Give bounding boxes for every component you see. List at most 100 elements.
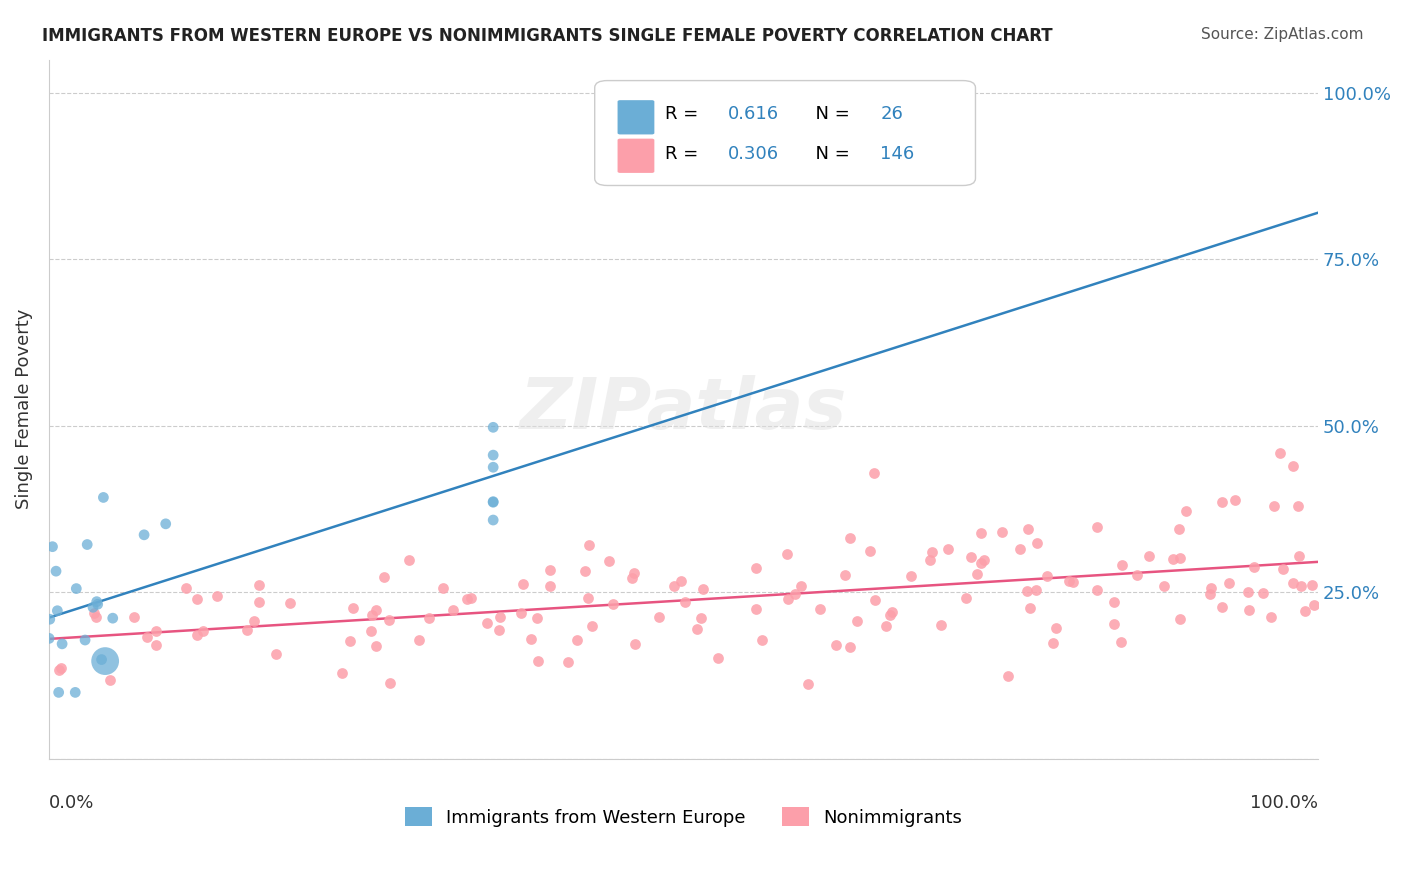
Text: IMMIGRANTS FROM WESTERN EUROPE VS NONIMMIGRANTS SINGLE FEMALE POVERTY CORRELATIO: IMMIGRANTS FROM WESTERN EUROPE VS NONIMM… — [42, 27, 1053, 45]
Point — [966, 566, 988, 581]
Point — [1174, 504, 1197, 518]
Point — [1281, 458, 1303, 473]
Point — [174, 581, 197, 595]
Point — [745, 601, 768, 615]
Point — [456, 591, 478, 606]
Point — [135, 630, 157, 644]
Point — [94, 654, 117, 668]
Point — [1025, 583, 1047, 598]
Point — [366, 602, 388, 616]
Point — [1281, 575, 1303, 590]
Point — [373, 570, 395, 584]
Point — [581, 619, 603, 633]
Point — [488, 624, 510, 638]
Point — [155, 516, 177, 531]
Point — [93, 491, 115, 505]
Point — [1085, 582, 1108, 597]
Point — [834, 568, 856, 582]
Point — [1223, 492, 1246, 507]
Point — [398, 553, 420, 567]
Point — [41, 540, 63, 554]
Point — [361, 608, 384, 623]
Point — [900, 569, 922, 583]
Point — [1035, 569, 1057, 583]
Point — [1302, 598, 1324, 612]
Point — [1059, 574, 1081, 588]
Point — [278, 596, 301, 610]
FancyBboxPatch shape — [617, 138, 654, 173]
Point — [574, 564, 596, 578]
Point — [441, 603, 464, 617]
Point — [1161, 552, 1184, 566]
Point — [46, 604, 69, 618]
Text: N =: N = — [804, 105, 856, 123]
Point — [936, 542, 959, 557]
Point — [1111, 558, 1133, 573]
Text: 0.616: 0.616 — [728, 105, 779, 123]
Point — [526, 611, 548, 625]
Point — [432, 581, 454, 595]
Point — [98, 673, 121, 687]
Point — [1168, 612, 1191, 626]
Point — [145, 638, 167, 652]
Point — [970, 556, 993, 570]
Point — [247, 578, 270, 592]
Point — [973, 553, 995, 567]
Point — [689, 611, 711, 625]
Point — [1198, 587, 1220, 601]
Point — [520, 632, 543, 646]
Point — [482, 513, 505, 527]
Point — [48, 663, 70, 677]
Point — [918, 553, 941, 567]
Point — [662, 579, 685, 593]
Point — [509, 606, 531, 620]
Point — [1126, 568, 1149, 582]
Point — [132, 528, 155, 542]
Point — [1109, 635, 1132, 649]
Point — [1237, 603, 1260, 617]
Point — [797, 677, 820, 691]
Text: 26: 26 — [880, 105, 903, 123]
Point — [86, 597, 108, 611]
FancyBboxPatch shape — [617, 100, 654, 135]
Point — [707, 651, 730, 665]
Point — [418, 610, 440, 624]
Point — [45, 564, 67, 578]
Point — [186, 591, 208, 606]
Point — [955, 591, 977, 605]
Point — [669, 574, 692, 588]
Point — [482, 460, 505, 475]
Text: 0.0%: 0.0% — [49, 794, 94, 812]
Point — [1168, 522, 1191, 536]
Text: 100.0%: 100.0% — [1250, 794, 1319, 812]
Point — [488, 609, 510, 624]
Point — [247, 595, 270, 609]
Point — [460, 591, 482, 605]
Point — [598, 554, 620, 568]
Point — [1137, 549, 1160, 563]
Point — [1062, 574, 1084, 589]
Point — [576, 591, 599, 605]
Point — [1201, 581, 1223, 595]
Point — [101, 611, 124, 625]
Point — [482, 448, 505, 462]
Point — [624, 637, 647, 651]
Point — [1211, 599, 1233, 614]
Point — [1263, 499, 1285, 513]
Text: ZIPatlas: ZIPatlas — [520, 375, 848, 444]
Point — [1010, 542, 1032, 557]
Point — [83, 606, 105, 620]
Point — [783, 587, 806, 601]
Point — [1168, 551, 1191, 566]
Point — [65, 582, 87, 596]
Point — [366, 640, 388, 654]
Point — [839, 640, 862, 654]
Point — [776, 547, 799, 561]
Point — [623, 566, 645, 580]
Point — [863, 593, 886, 607]
Point — [621, 571, 644, 585]
Point — [124, 610, 146, 624]
Point — [1288, 549, 1310, 563]
Point — [475, 615, 498, 630]
Point — [1251, 586, 1274, 600]
